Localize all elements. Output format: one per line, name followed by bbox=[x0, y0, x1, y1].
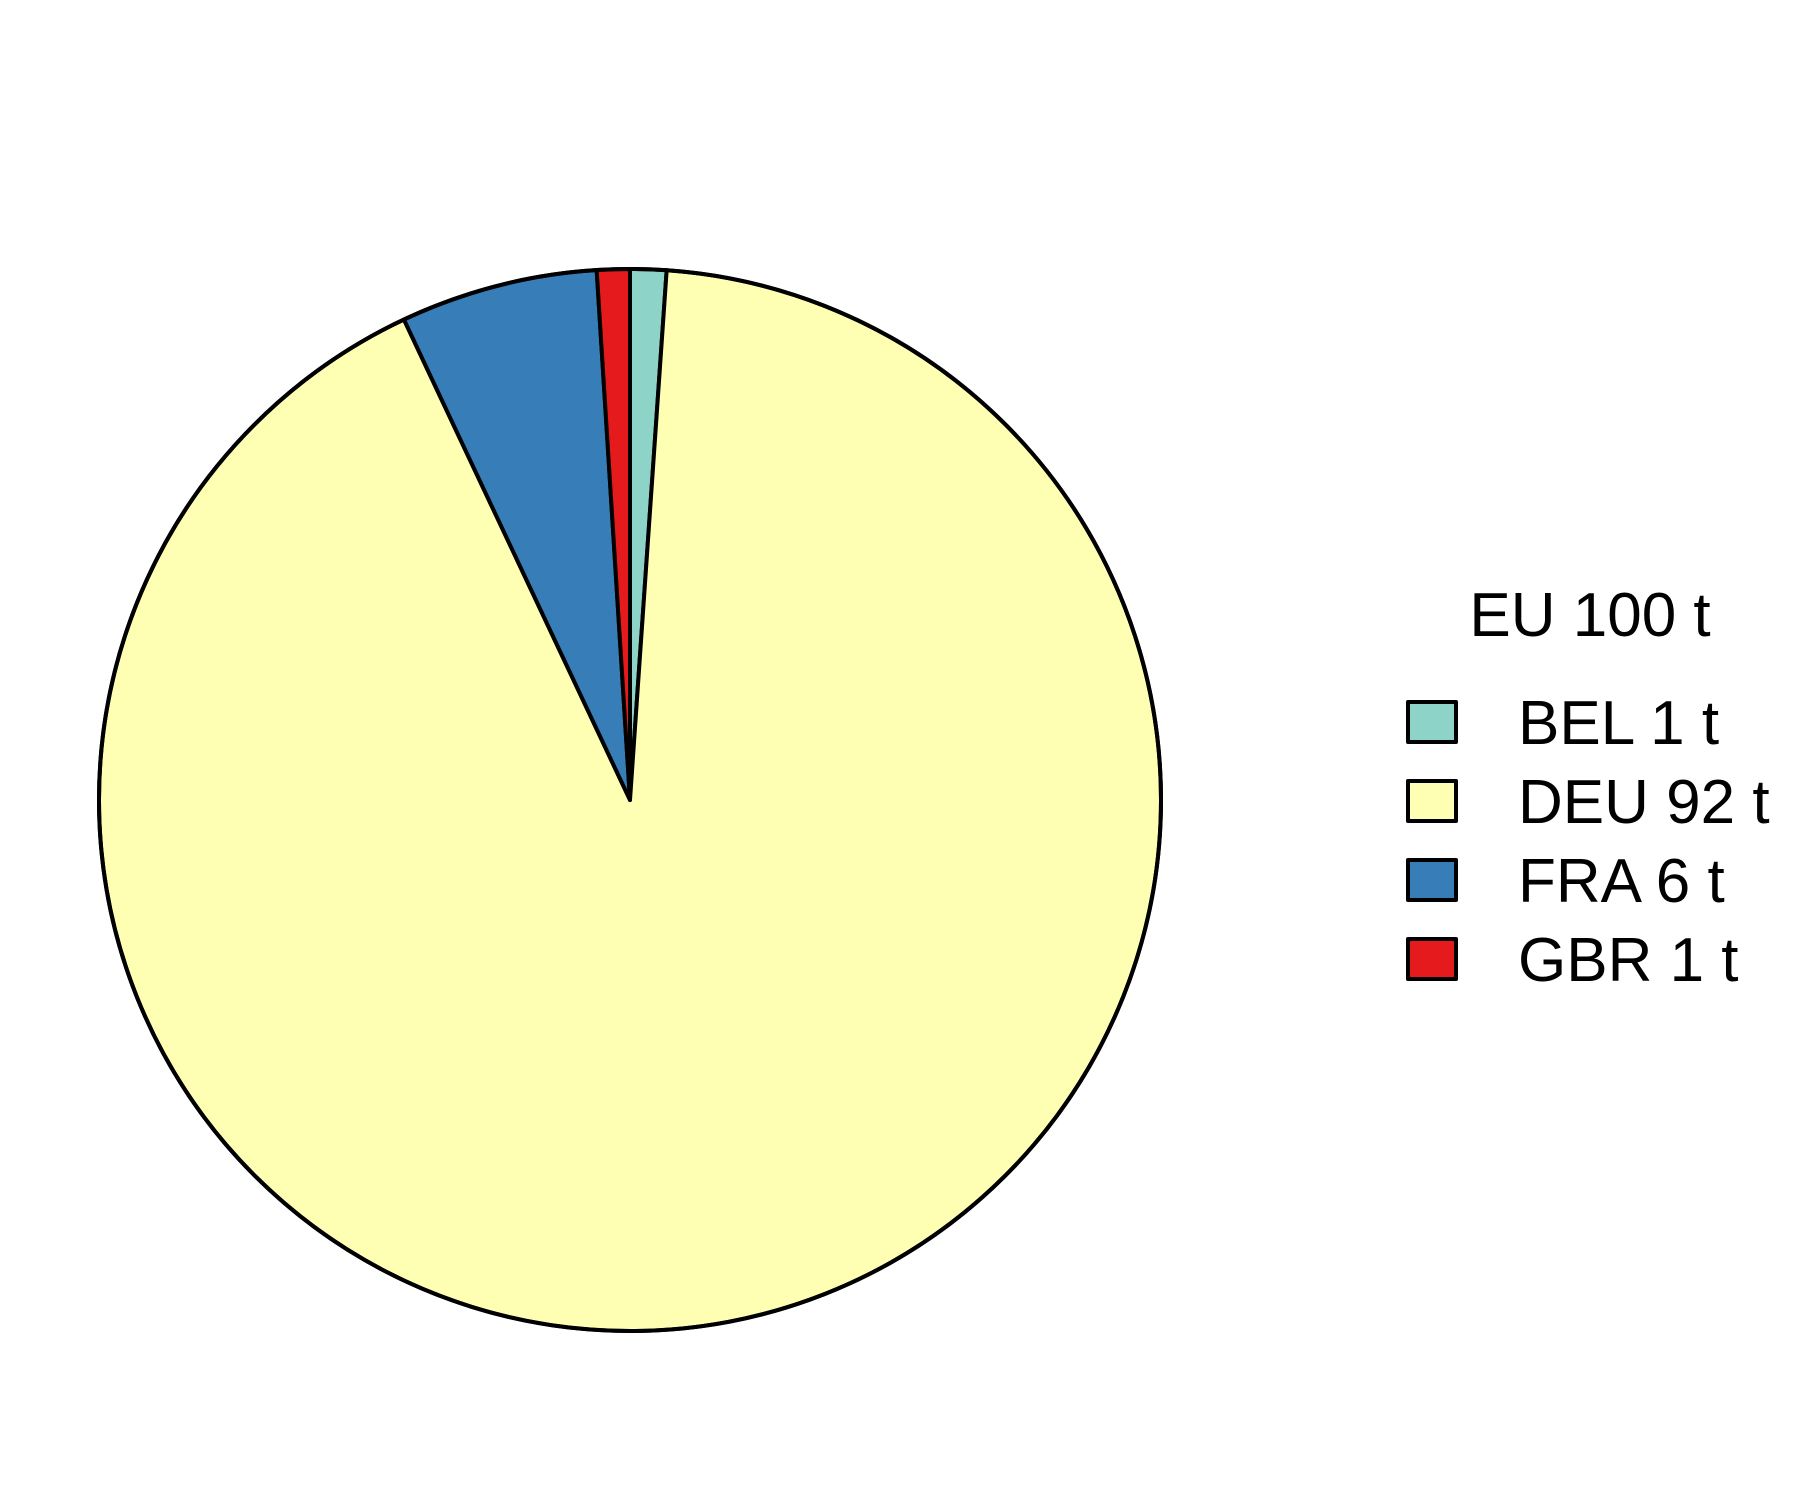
legend-item-gbr: GBR 1 t bbox=[1406, 926, 1739, 995]
pie-slices bbox=[97, 267, 1163, 1333]
legend-label: GBR 1 t bbox=[1518, 926, 1739, 995]
legend-label: BEL 1 t bbox=[1518, 689, 1719, 758]
legend-title: EU 100 t bbox=[1469, 581, 1710, 650]
legend-item-deu: DEU 92 t bbox=[1406, 768, 1770, 837]
legend-swatch bbox=[1406, 700, 1458, 744]
legend-label: DEU 92 t bbox=[1518, 768, 1770, 837]
legend-swatch bbox=[1406, 937, 1458, 981]
legend-item-bel: BEL 1 t bbox=[1406, 689, 1719, 758]
legend-items: BEL 1 t DEU 92 t FRA 6 t GBR 1 t bbox=[1406, 689, 1770, 995]
legend-item-fra: FRA 6 t bbox=[1406, 847, 1725, 916]
legend-swatch bbox=[1406, 858, 1458, 902]
legend-label: FRA 6 t bbox=[1518, 847, 1725, 916]
legend: EU 100 t BEL 1 t DEU 92 t FRA 6 t GBR 1 t bbox=[1406, 581, 1770, 995]
legend-swatch bbox=[1406, 779, 1458, 823]
pie-outline bbox=[97, 267, 1163, 1333]
